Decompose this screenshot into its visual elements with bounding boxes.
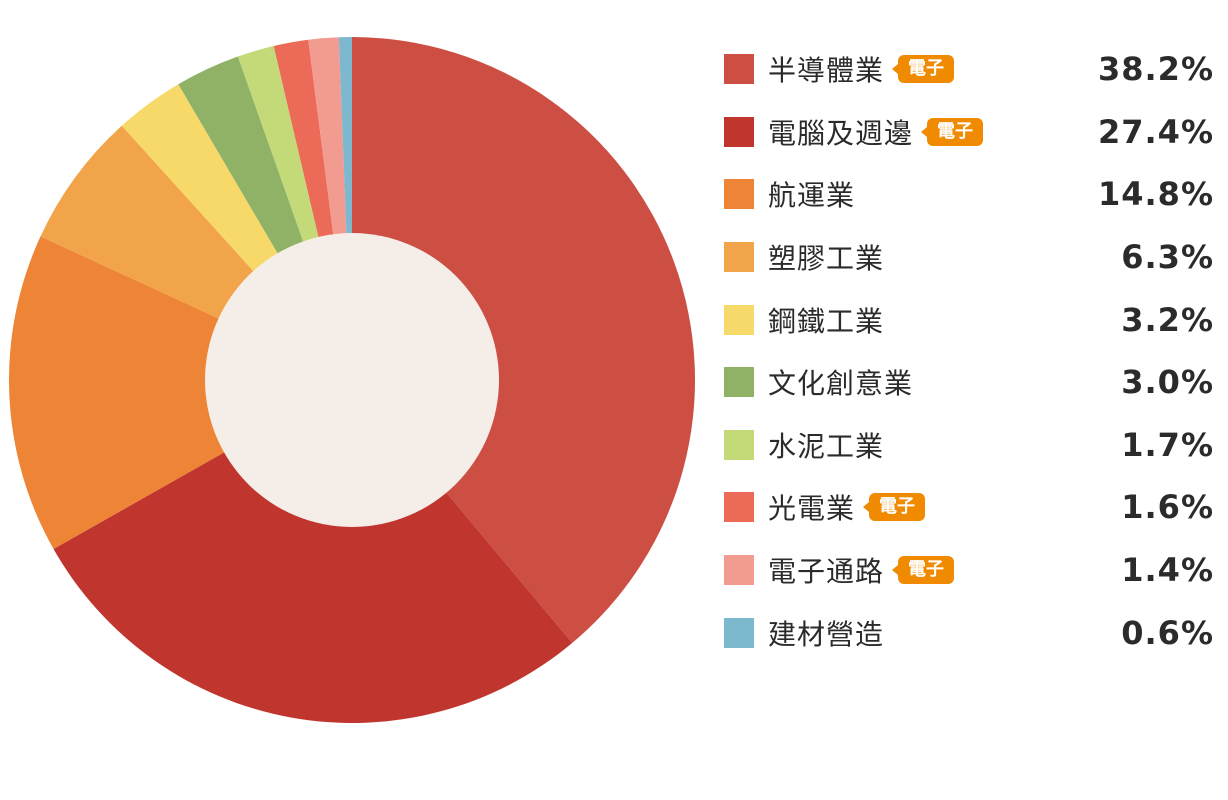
legend-value: 6.3%: [1121, 238, 1214, 277]
legend-item: 塑膠工業 6.3%: [724, 226, 1214, 289]
donut-chart: [8, 37, 696, 723]
legend-swatch: [724, 242, 754, 273]
legend-value: 3.2%: [1121, 300, 1214, 339]
legend-label: 電子通路: [768, 555, 885, 589]
legend-item: 電子通路 電子 1.4%: [724, 539, 1214, 602]
legend-item: 航運業 14.8%: [724, 163, 1214, 226]
legend-item: 光電業 電子 1.6%: [724, 476, 1214, 539]
legend-value: 14.8%: [1097, 175, 1214, 214]
legend-item: 鋼鐵工業 3.2%: [724, 288, 1214, 351]
legend-swatch: [724, 116, 754, 147]
legend-label: 半導體業: [768, 54, 885, 88]
legend-swatch: [724, 304, 754, 335]
legend-label: 電腦及週邊: [768, 116, 914, 150]
legend-value: 1.7%: [1121, 425, 1214, 464]
legend-swatch: [724, 54, 754, 85]
legend-value: 27.4%: [1097, 112, 1214, 151]
legend-item: 電腦及週邊 電子 27.4%: [724, 101, 1214, 164]
legend-value: 0.6%: [1121, 613, 1214, 652]
legend-swatch: [724, 617, 754, 648]
legend-label: 鋼鐵工業: [768, 304, 885, 338]
legend-item: 文化創意業 3.0%: [724, 351, 1214, 414]
legend-item: 建材營造 0.6%: [724, 601, 1214, 664]
electronics-tag: 電子: [921, 117, 984, 146]
legend-swatch: [724, 555, 754, 586]
pie-slice-1: [352, 37, 696, 643]
legend-label: 建材營造: [768, 617, 885, 651]
legend-value: 1.4%: [1121, 551, 1214, 590]
legend-label: 文化創意業: [768, 367, 914, 401]
legend-swatch: [724, 429, 754, 460]
legend-value: 3.0%: [1121, 363, 1214, 402]
legend-label: 水泥工業: [768, 429, 885, 463]
legend-value: 38.2%: [1097, 50, 1214, 89]
donut-center: [205, 233, 499, 527]
pie-slice-2: [53, 380, 573, 723]
pie-slice-3: [8, 236, 353, 549]
legend-value: 1.6%: [1121, 488, 1214, 527]
electronics-tag: 電子: [892, 55, 955, 84]
legend-item: 半導體業 電子 38.2%: [724, 38, 1214, 101]
legend-label: 航運業: [768, 179, 856, 213]
legend-swatch: [724, 492, 754, 523]
legend-swatch: [724, 367, 754, 398]
electronics-tag: 電子: [892, 556, 955, 585]
legend-item: 水泥工業 1.7%: [724, 414, 1214, 477]
legend-label: 光電業: [768, 492, 856, 526]
legend-swatch: [724, 179, 754, 210]
chart-legend: 半導體業 電子 38.2% 電腦及週邊 電子 27.4% 航運業 14.8% 塑膠工業 6.3% 鋼…: [724, 38, 1214, 664]
electronics-tag: 電子: [863, 493, 926, 522]
legend-label: 塑膠工業: [768, 242, 885, 276]
